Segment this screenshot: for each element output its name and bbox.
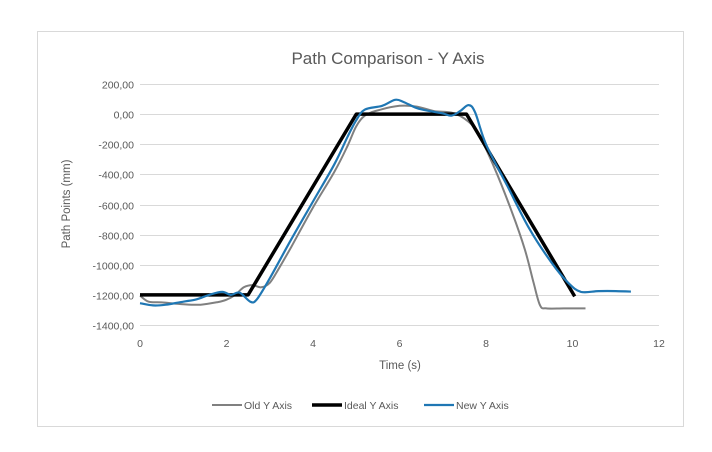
y-tick-label: -1400,00 bbox=[93, 321, 135, 333]
x-tick-label: 6 bbox=[397, 338, 403, 350]
series-line-old-y-axis bbox=[139, 104, 586, 310]
legend-label: Ideal Y Axis bbox=[344, 400, 398, 412]
x-axis-label: Time (s) bbox=[379, 360, 421, 372]
chart-title: Path Comparison - Y Axis bbox=[291, 49, 484, 68]
x-tick-label: 8 bbox=[483, 338, 489, 350]
y-tick-label: -800,00 bbox=[98, 231, 134, 243]
series-line-new-y-axis bbox=[139, 98, 631, 307]
legend-label: New Y Axis bbox=[456, 400, 509, 412]
y-axis-ticks: 200,00 0,00 -200,00 -400,00 -600,00 -800,00 -1… bbox=[93, 80, 135, 333]
x-tick-label: 0 bbox=[137, 338, 143, 350]
x-tick-label: 12 bbox=[653, 338, 665, 350]
y-tick-label: -600,00 bbox=[98, 201, 134, 213]
y-tick-label: -1200,00 bbox=[93, 291, 135, 303]
y-axis-label: Path Points (mm) bbox=[61, 159, 73, 248]
y-tick-label: 200,00 bbox=[102, 80, 134, 92]
y-tick-label: -1000,00 bbox=[93, 261, 135, 273]
legend-label: Old Y Axis bbox=[244, 400, 292, 412]
chart-area-border bbox=[37, 31, 684, 427]
plot-series bbox=[139, 98, 631, 310]
y-tick-label: -400,00 bbox=[98, 170, 134, 182]
x-axis-ticks: 0 2 4 6 8 10 12 bbox=[137, 338, 665, 350]
y-tick-label: 0,00 bbox=[114, 110, 135, 122]
x-tick-label: 4 bbox=[310, 338, 316, 350]
legend: Old Y Axis Ideal Y Axis New Y Axis bbox=[212, 400, 509, 412]
x-tick-label: 10 bbox=[567, 338, 579, 350]
gridlines bbox=[140, 84, 659, 326]
y-tick-label: -200,00 bbox=[98, 140, 134, 152]
x-tick-label: 2 bbox=[224, 338, 230, 350]
